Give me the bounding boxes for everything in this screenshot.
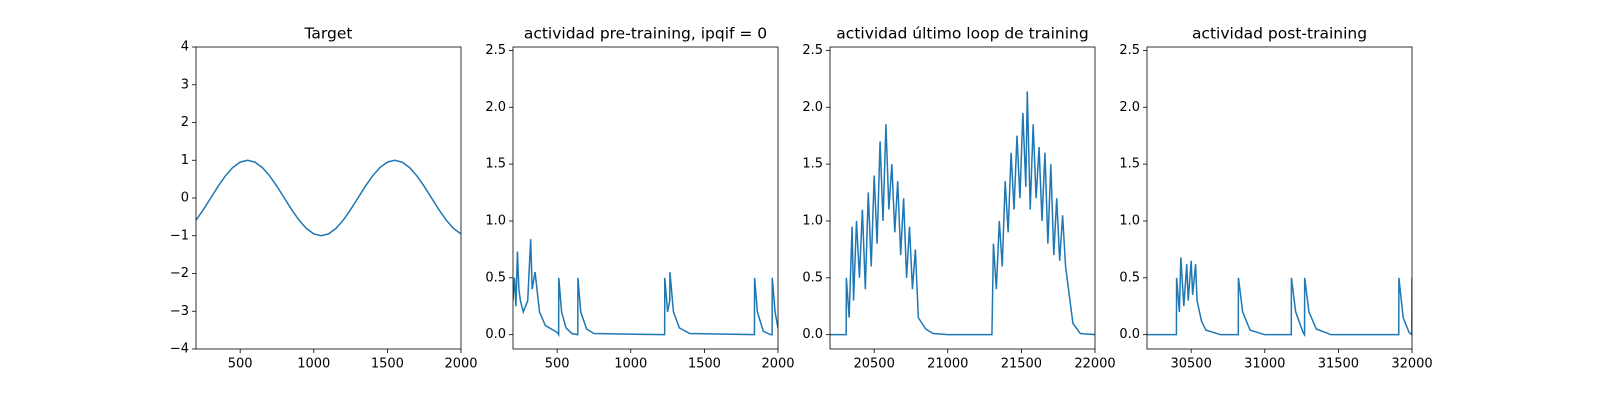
x-tick-label: 2000 xyxy=(761,357,794,372)
subplot-title: actividad pre-training, ipqif = 0 xyxy=(524,25,767,43)
y-tick-label: 0.0 xyxy=(485,327,506,342)
data-line xyxy=(513,239,778,338)
y-tick-label: 1.5 xyxy=(1119,157,1140,172)
x-tick-label: 30500 xyxy=(1170,357,1211,372)
y-tick-label: 2.5 xyxy=(485,43,506,58)
x-tick-label: 32000 xyxy=(1391,357,1432,372)
y-tick-label: 1.0 xyxy=(1119,213,1140,228)
y-tick-label: 1.0 xyxy=(802,213,823,228)
y-tick-label: −1 xyxy=(170,228,189,243)
y-tick-label: 2.0 xyxy=(1119,100,1140,115)
y-tick-label: −2 xyxy=(170,266,189,281)
x-tick-label: 1000 xyxy=(614,357,647,372)
x-tick-label: 31500 xyxy=(1318,357,1359,372)
subplot-title: Target xyxy=(304,25,353,43)
data-line xyxy=(196,159,461,237)
y-tick-label: 0.5 xyxy=(485,270,506,285)
x-tick-label: 1500 xyxy=(371,357,404,372)
y-tick-label: 0 xyxy=(181,191,189,206)
y-tick-label: 2.5 xyxy=(802,43,823,58)
x-tick-label: 21000 xyxy=(927,357,968,372)
x-tick-label: 1500 xyxy=(688,357,721,372)
x-tick-label: 500 xyxy=(545,357,570,372)
data-line xyxy=(830,91,1095,336)
x-tick-label: 31000 xyxy=(1244,357,1285,372)
axes-frame xyxy=(829,46,1096,350)
y-tick-label: 2 xyxy=(181,115,189,130)
y-tick-label: 1.5 xyxy=(802,157,823,172)
y-tick-label: 3 xyxy=(181,77,189,92)
y-tick-label: 4 xyxy=(181,40,189,55)
x-tick-label: 1000 xyxy=(297,357,330,372)
axes-frame xyxy=(512,46,779,350)
y-tick-label: −4 xyxy=(170,342,189,357)
y-tick-label: 2.0 xyxy=(485,100,506,115)
axes-frame xyxy=(195,46,462,350)
y-tick-label: 2.0 xyxy=(802,100,823,115)
y-tick-label: 0.5 xyxy=(1119,270,1140,285)
x-tick-label: 2000 xyxy=(444,357,477,372)
subplot-title: actividad post-training xyxy=(1192,25,1367,43)
y-tick-label: 0.5 xyxy=(802,270,823,285)
y-tick-label: 1.5 xyxy=(485,157,506,172)
axes-frame xyxy=(1146,46,1413,350)
y-tick-label: 1 xyxy=(181,153,189,168)
y-tick-label: 1.0 xyxy=(485,213,506,228)
x-tick-label: 500 xyxy=(228,357,253,372)
x-tick-label: 22000 xyxy=(1074,357,1115,372)
y-tick-label: 0.0 xyxy=(802,327,823,342)
y-tick-label: 0.0 xyxy=(1119,327,1140,342)
y-tick-label: 2.5 xyxy=(1119,43,1140,58)
data-line xyxy=(1147,257,1412,338)
y-tick-label: −3 xyxy=(170,304,189,319)
x-tick-label: 21500 xyxy=(1001,357,1042,372)
x-tick-label: 20500 xyxy=(853,357,894,372)
subplot-title: actividad último loop de training xyxy=(836,25,1088,43)
